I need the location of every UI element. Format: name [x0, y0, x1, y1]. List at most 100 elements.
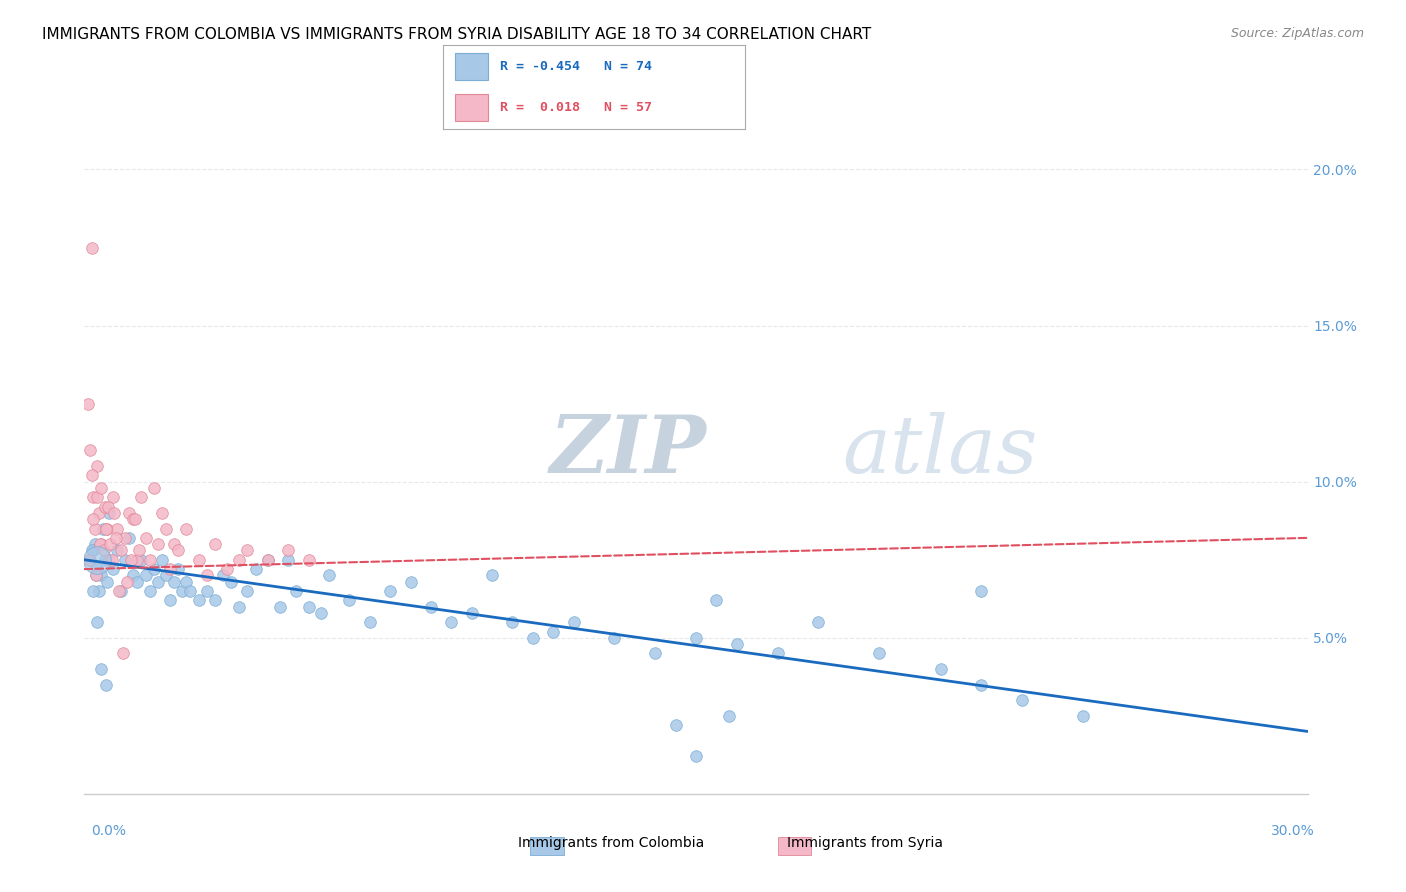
Point [277, 543, 299, 558]
Point [82, 583, 104, 598]
Point [93, 543, 115, 558]
Point [228, 599, 250, 614]
Text: atlas: atlas [842, 412, 1038, 489]
Point [86, 490, 108, 504]
Point [257, 552, 280, 567]
Point [84, 568, 107, 582]
Point [228, 552, 250, 567]
Point [96, 521, 118, 535]
Point [665, 718, 688, 732]
Text: R =  0.018   N = 57: R = 0.018 N = 57 [501, 101, 652, 114]
Point [122, 568, 145, 582]
Point [83, 537, 105, 551]
Point [150, 506, 173, 520]
Point [187, 552, 209, 567]
Point [135, 531, 157, 545]
Point [159, 562, 181, 576]
Point [122, 512, 145, 526]
Point [1011, 693, 1033, 707]
Point [219, 574, 242, 589]
Point [105, 521, 128, 535]
Point [212, 568, 235, 582]
Point [142, 562, 165, 576]
Point [90, 537, 112, 551]
Point [706, 593, 728, 607]
Text: IMMIGRANTS FROM COLOMBIA VS IMMIGRANTS FROM SYRIA DISABILITY AGE 18 TO 34 CORREL: IMMIGRANTS FROM COLOMBIA VS IMMIGRANTS F… [42, 27, 872, 42]
Point [277, 552, 299, 567]
Point [79, 552, 101, 567]
Point [82, 512, 104, 526]
Point [257, 552, 280, 567]
Point [309, 606, 332, 620]
Point [970, 678, 993, 692]
Point [86, 562, 108, 576]
Point [118, 531, 141, 545]
Point [644, 646, 666, 660]
Text: ZIP: ZIP [550, 412, 706, 489]
Point [118, 506, 141, 520]
Point [970, 583, 993, 598]
Point [93, 552, 117, 567]
Point [380, 583, 402, 598]
Point [87, 506, 110, 520]
Point [869, 646, 891, 660]
Point [97, 500, 120, 514]
Point [562, 615, 585, 630]
Point [97, 552, 120, 567]
Point [298, 552, 321, 567]
Point [195, 568, 218, 582]
Point [114, 531, 136, 545]
Point [86, 615, 108, 630]
Point [110, 543, 132, 558]
Point [195, 583, 218, 598]
Point [120, 552, 142, 567]
Point [159, 593, 181, 607]
Point [440, 615, 463, 630]
Point [1073, 708, 1095, 723]
Point [131, 490, 153, 504]
Point [204, 593, 226, 607]
Point [90, 481, 112, 495]
Point [717, 708, 740, 723]
Point [79, 443, 101, 458]
Point [77, 552, 100, 567]
Point [108, 583, 131, 598]
Point [89, 537, 111, 551]
Point [87, 583, 110, 598]
Point [766, 646, 789, 660]
Point [603, 631, 626, 645]
Point [155, 568, 177, 582]
Point [83, 521, 105, 535]
Point [685, 749, 707, 764]
Point [163, 537, 186, 551]
Point [298, 599, 321, 614]
Point [114, 552, 136, 567]
Point [131, 552, 153, 567]
Point [82, 543, 104, 558]
Point [318, 568, 340, 582]
Point [91, 521, 114, 535]
Point [174, 574, 197, 589]
Point [90, 568, 112, 582]
Point [138, 552, 160, 567]
Text: 0.0%: 0.0% [91, 824, 127, 838]
Point [204, 537, 226, 551]
Point [82, 490, 104, 504]
Point [359, 615, 381, 630]
Point [269, 599, 291, 614]
Point [138, 583, 160, 598]
Point [80, 468, 103, 483]
Point [543, 624, 565, 639]
Point [127, 552, 149, 567]
Point [155, 521, 177, 535]
Point [90, 662, 112, 676]
Text: Source: ZipAtlas.com: Source: ZipAtlas.com [1230, 27, 1364, 40]
Point [807, 615, 830, 630]
Point [86, 552, 108, 567]
Point [174, 521, 197, 535]
Point [236, 543, 259, 558]
Point [80, 543, 103, 558]
Point [101, 562, 124, 576]
Point [86, 458, 108, 473]
Text: R = -0.454   N = 74: R = -0.454 N = 74 [501, 60, 652, 73]
